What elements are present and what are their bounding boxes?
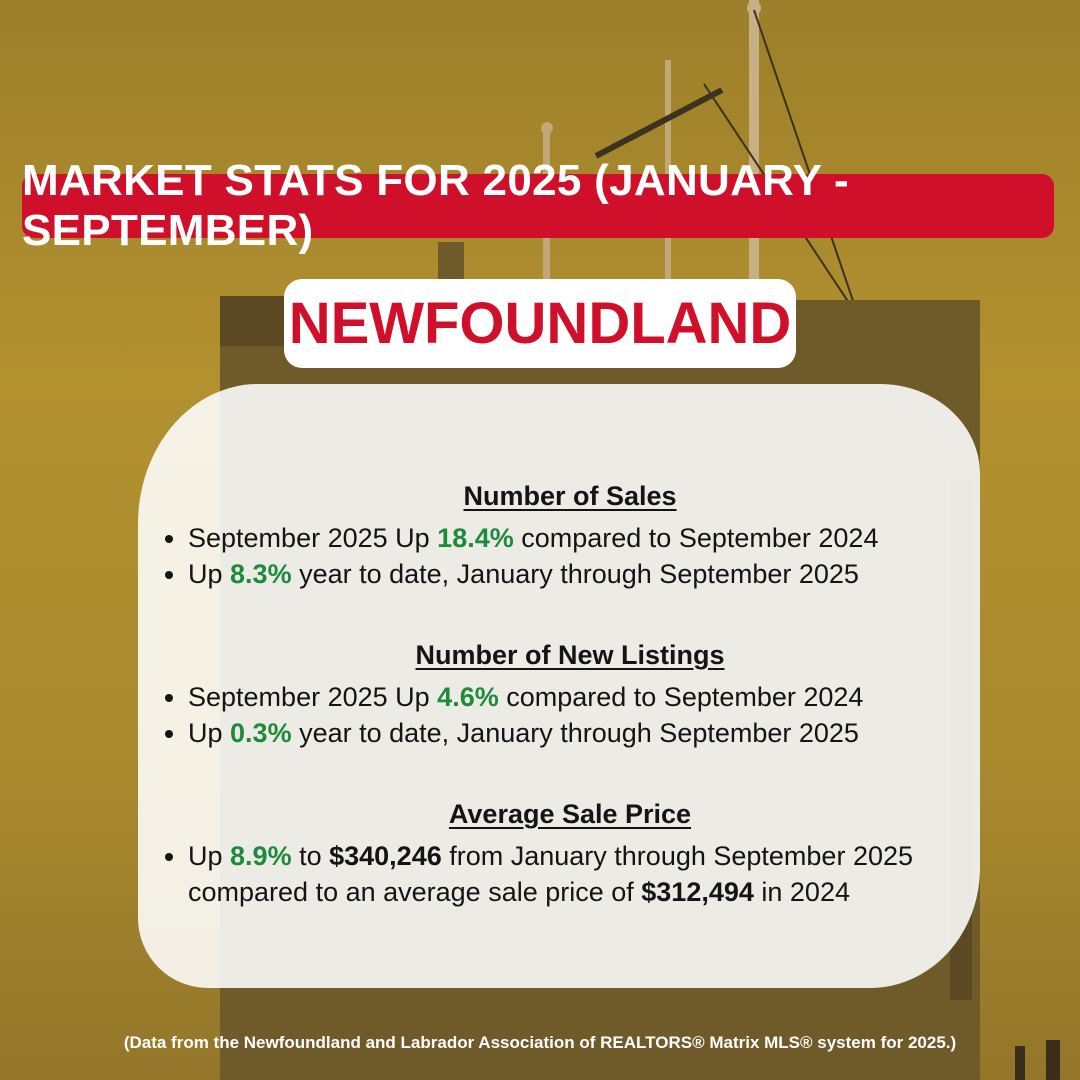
mast-yard	[594, 87, 724, 159]
section-title: Number of Sales	[463, 481, 677, 511]
text: year to date, January through September …	[291, 559, 859, 589]
percent-value: 8.9%	[230, 841, 292, 871]
text: compared to September 2024	[498, 682, 864, 712]
section-listings: Number of New Listings September 2025 Up…	[160, 637, 980, 751]
bullet-list: September 2025 Up 4.6% compared to Septe…	[160, 679, 980, 751]
region-text: NEWFOUNDLAND	[288, 291, 792, 356]
list-item: Up 0.3% year to date, January through Se…	[188, 715, 980, 751]
section-price: Average Sale Price Up 8.9% to $340,246 f…	[160, 796, 980, 910]
text: Up	[188, 559, 231, 589]
text: in 2024	[753, 877, 850, 907]
mast-top-2	[541, 122, 553, 134]
text: September 2025 Up	[188, 682, 438, 712]
percent-value: 4.6%	[437, 682, 499, 712]
percent-value: 0.3%	[230, 718, 292, 748]
percent-value: 18.4%	[437, 523, 514, 553]
mast-pole-2	[665, 60, 671, 480]
text: from January through September 2025 comp…	[188, 841, 914, 907]
price-value: $312,494	[641, 877, 754, 907]
section-title: Number of New Listings	[415, 640, 725, 670]
bullet-list: Up 8.9% to $340,246 from January through…	[160, 838, 980, 910]
text: Up	[188, 841, 231, 871]
section-title: Average Sale Price	[448, 799, 692, 829]
list-item: September 2025 Up 4.6% compared to Septe…	[188, 679, 980, 715]
title-text: MARKET STATS FOR 2025 (JANUARY - SEPTEMB…	[22, 156, 849, 255]
stats-content: Number of Sales September 2025 Up 18.4% …	[160, 478, 980, 910]
tower-top-left	[220, 296, 290, 346]
chimney	[438, 242, 464, 282]
region-label: NEWFOUNDLAND	[284, 279, 796, 368]
post	[1046, 1040, 1060, 1080]
mast-top	[747, 1, 761, 15]
title-banner: MARKET STATS FOR 2025 (JANUARY - SEPTEMB…	[22, 156, 1054, 255]
list-item: Up 8.3% year to date, January through Se…	[188, 556, 980, 592]
text: to	[291, 841, 330, 871]
text: Up	[188, 718, 231, 748]
price-value: $340,246	[329, 841, 442, 871]
text: September 2025 Up	[188, 523, 438, 553]
post-2	[1015, 1046, 1025, 1080]
text: compared to September 2024	[513, 523, 879, 553]
bullet-list: September 2025 Up 18.4% compared to Sept…	[160, 520, 980, 592]
stats-card	[138, 384, 980, 988]
list-item: September 2025 Up 18.4% compared to Sept…	[188, 520, 980, 556]
list-item: Up 8.9% to $340,246 from January through…	[188, 838, 980, 910]
source-footnote: (Data from the Newfoundland and Labrador…	[123, 1033, 957, 1052]
text: year to date, January through September …	[291, 718, 859, 748]
percent-value: 8.3%	[230, 559, 292, 589]
section-sales: Number of Sales September 2025 Up 18.4% …	[160, 478, 980, 592]
